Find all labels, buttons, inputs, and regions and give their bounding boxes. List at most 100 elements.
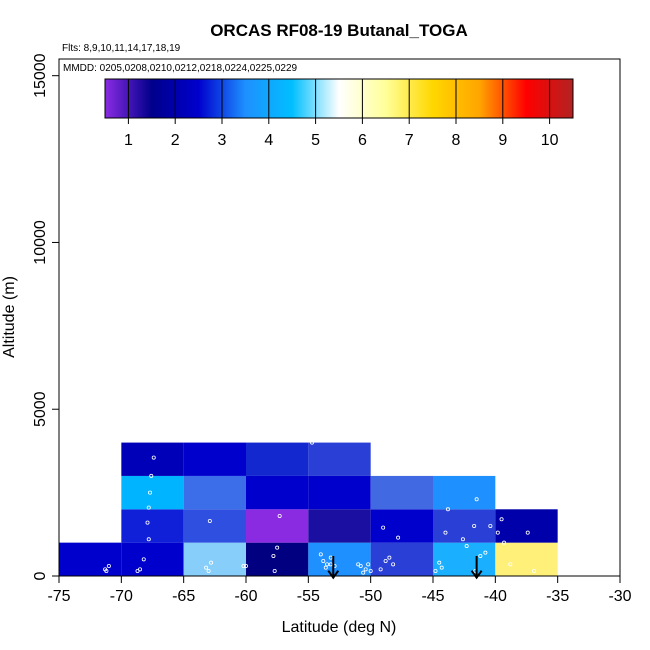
sample-point [433,568,438,573]
sample-point [488,523,493,528]
sample-point [525,530,530,535]
sample-point [472,523,477,528]
sample-point [325,562,330,567]
flights-subtitle: Flts: 8,9,10,11,14,17,18,19 [62,43,181,54]
x-tick-label: -55 [297,588,320,605]
heatmap-cell [121,475,184,510]
sample-point [499,517,504,522]
sample-point [277,513,282,518]
x-tick-label: -75 [47,588,70,605]
sample-point [146,505,151,510]
sample-point [151,455,156,460]
colorbar-tick-label: 8 [452,132,461,149]
sample-point [381,525,386,530]
heatmap-cell [246,542,309,576]
x-axis: -75 -70 -65 -60 -55 -50 -45 -40 -35 -30 [47,576,632,605]
heatmap-cell [433,542,496,576]
x-tick-label: -35 [546,588,569,605]
heatmap-cell [308,542,371,576]
sample-point [103,567,108,572]
heatmap-cells [59,442,558,576]
heatmap-cell [183,442,246,476]
sample-point [148,490,153,495]
sample-point [439,565,444,570]
heatmap-cell [246,475,309,510]
heatmap-cell [121,542,184,576]
sample-point [145,520,150,525]
colorbar-tick-label: 7 [405,132,414,149]
heatmap-cell [246,509,309,543]
y-tick-label: 10000 [32,220,49,265]
sample-point [204,565,209,570]
sample-point [206,568,211,573]
y-tick-label: 5000 [32,391,49,427]
sample-point [149,473,154,478]
colorbar-tick-label: 1 [124,132,133,149]
heatmap-cell [370,542,433,576]
heatmap-cell [121,509,184,543]
sample-point [443,530,448,535]
y-tick-label: 0 [32,571,49,580]
sample-point [478,553,483,558]
x-tick-label: -30 [608,588,631,605]
x-axis-label: Latitude (deg N) [282,619,397,636]
heatmap-cell [121,442,184,476]
sample-point [141,557,146,562]
sample-point [474,497,479,502]
y-axis-label: Altitude (m) [1,276,18,358]
heatmap-cell [183,475,246,510]
down-arrow [327,555,340,580]
sample-point [387,555,392,560]
sample-point [363,567,368,572]
x-tick-label: -65 [172,588,195,605]
heatmap-cell [370,509,433,543]
heatmap-cell [183,542,246,576]
sample-point [310,440,315,445]
sample-point [207,518,212,523]
flight-arrows [327,555,483,580]
sample-point [358,563,363,568]
sample-point [495,530,500,535]
heatmap-cell [433,475,496,510]
down-arrow [470,555,483,580]
heatmap-cell [246,442,309,476]
sample-point [378,567,383,572]
sample-point [361,570,366,575]
sample-point [275,545,280,550]
colorbar-tick-label: 2 [171,132,180,149]
sample-point [445,507,450,512]
colorbar-tick-label: 3 [218,132,227,149]
colorbar-tick-label: 9 [498,132,507,149]
sample-point [366,562,371,567]
sample-point [464,543,469,548]
x-tick-label: -40 [484,588,507,605]
colorbar [104,78,574,119]
sample-point [383,558,388,563]
sample-point [271,553,276,558]
sample-point [106,563,111,568]
heatmap-cell [183,509,246,543]
plot-frame [58,58,621,577]
sample-point [460,537,465,542]
heatmap-cell [495,509,558,543]
heatmap-cell [370,475,433,510]
sample-point [368,568,373,573]
sample-point [391,562,396,567]
sample-point [241,563,246,568]
heatmap-cell [308,509,371,543]
dates-subtitle: MMDD: 0205,0208,0210,0212,0218,0224,0225… [63,63,298,74]
chart-title: ORCAS RF08-19 Butanal_TOGA [210,21,468,40]
colorbar-tick-label: 5 [311,132,320,149]
heatmap-cell [308,475,371,510]
colorbar-tick-label: 4 [264,132,273,149]
sample-point [272,568,277,573]
heatmap-cell [308,442,371,476]
sample-point [318,552,323,557]
sample-point [209,560,214,565]
heatmap-cell [495,542,558,576]
x-tick-label: -50 [359,588,382,605]
heatmap-cell [59,542,122,576]
heatmap-cell [433,509,496,543]
sample-point [508,562,513,567]
